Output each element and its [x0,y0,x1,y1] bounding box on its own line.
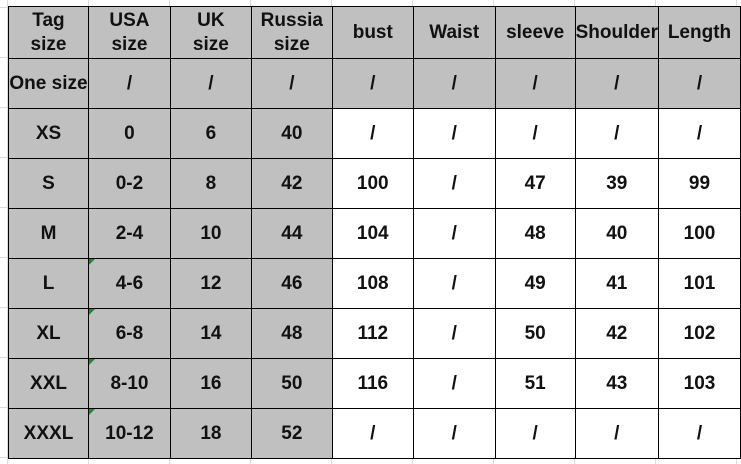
cell-uk-size: 14 [169,308,252,359]
cell-russia-size: 42 [250,158,333,209]
cell-russia-size: 46 [250,258,333,309]
cell-sleeve: / [494,108,576,159]
cell-tag-size: M [8,208,89,259]
cell-uk-size: 12 [169,258,252,309]
cell-uk-size: 18 [169,408,252,459]
header-sleeve: sleeve [494,6,576,59]
cell-shoulder: 39 [574,158,659,209]
cell-bust: / [331,58,414,109]
cell-uk-size: 6 [169,108,252,159]
table-row: XXL 8-10 16 50 116/51 43 103 [8,358,741,409]
cell-bust: 104 [331,208,414,259]
cell-uk-size: 8 [169,158,252,209]
cell-russia-size: 52 [250,408,333,459]
cell-sleeve: 47 [494,158,576,209]
cell-length: 102 [657,308,741,359]
cell-waist: / [412,58,496,109]
cell-usa-size: / [87,58,171,109]
cell-bust: 116 [331,358,414,409]
header-tag-size: Tag size [8,6,89,59]
cell-waist: / [412,158,496,209]
cell-russia-size: 44 [250,208,333,259]
cell-length: 101 [657,258,741,309]
cell-usa-size: 8-10 [87,358,171,409]
header-shoulder: Shoulder [574,6,659,59]
cell-waist: / [412,308,496,359]
cell-tag-size: XL [8,308,89,359]
cell-sleeve: / [494,58,576,109]
cell-bust: / [331,408,414,459]
cell-length: / [657,408,741,459]
cell-tag-size: One size [8,58,89,109]
cell-length: 99 [657,158,741,209]
cell-shoulder: 41 [574,258,659,309]
header-bust: bust [331,6,414,59]
cell-uk-size: / [169,58,252,109]
cell-usa-size: 6-8 [87,308,171,359]
table-row: XXXL 10-12 18 52// / / / [8,408,741,459]
table-row: S 0-2 8 42 100/47 39 99 [8,158,741,209]
size-chart-table: Tag size USA size UK size Russia size bust Waist s… [8,6,741,459]
header-russia-size: Russia size [250,6,333,59]
cell-bust: 100 [331,158,414,209]
cell-shoulder: / [574,108,659,159]
cell-waist: / [412,258,496,309]
cell-sleeve: 51 [494,358,576,409]
header-uk-size: UK size [169,6,252,59]
cell-usa-size: 10-12 [87,408,171,459]
table-row: M 2-4 10 44 104/48 40 100 [8,208,741,259]
header-usa-size: USA size [87,6,171,59]
cell-usa-size: 4-6 [87,258,171,309]
cell-bust: 108 [331,258,414,309]
cell-tag-size: L [8,258,89,309]
cell-usa-size: 0 [87,108,171,159]
cell-sleeve: 49 [494,258,576,309]
cell-length: / [657,108,741,159]
cell-uk-size: 10 [169,208,252,259]
cell-sleeve: / [494,408,576,459]
cell-russia-size: 40 [250,108,333,159]
cell-shoulder: 43 [574,358,659,409]
cell-shoulder: 40 [574,208,659,259]
table-row: One size / / / / / / / / [8,58,741,109]
cell-tag-size: XXXL [8,408,89,459]
cell-length: 103 [657,358,741,409]
cell-usa-size: 0-2 [87,158,171,209]
cell-russia-size: 48 [250,308,333,359]
cell-shoulder: / [574,408,659,459]
header-waist: Waist [412,6,496,59]
cell-length: / [657,58,741,109]
cell-bust: / [331,108,414,159]
table-row: L 4-6 12 46 108/49 41 101 [8,258,741,309]
cell-uk-size: 16 [169,358,252,409]
cell-bust: 112 [331,308,414,359]
cell-tag-size: XXL [8,358,89,409]
cell-length: 100 [657,208,741,259]
cell-waist: / [412,358,496,409]
cell-sleeve: 48 [494,208,576,259]
header-row: Tag size USA size UK size Russia size bust Waist s… [8,6,741,59]
cell-tag-size: XS [8,108,89,159]
table-row: XL 6-8 14 48 112/50 42 102 [8,308,741,359]
cell-waist: / [412,108,496,159]
header-length: Length [657,6,741,59]
cell-tag-size: S [8,158,89,209]
cell-usa-size: 2-4 [87,208,171,259]
cell-russia-size: / [250,58,333,109]
table-row: XS 0 6 40// / / / [8,108,741,159]
cell-waist: / [412,408,496,459]
cell-shoulder: / [574,58,659,109]
cell-shoulder: 42 [574,308,659,359]
cell-russia-size: 50 [250,358,333,409]
cell-waist: / [412,208,496,259]
cell-sleeve: 50 [494,308,576,359]
